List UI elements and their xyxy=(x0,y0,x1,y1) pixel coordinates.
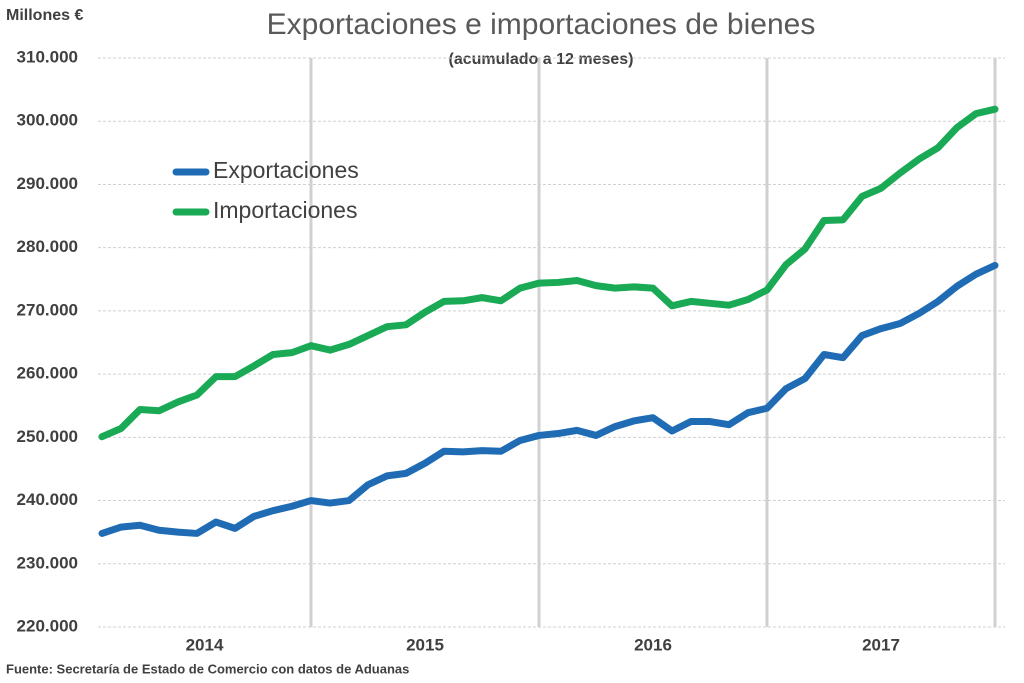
y-tick-label: 220.000 xyxy=(17,616,78,635)
chart-subtitle: (acumulado a 12 meses) xyxy=(449,51,634,68)
y-tick-label: 280.000 xyxy=(17,237,78,256)
y-tick-label: 270.000 xyxy=(17,300,78,319)
y-tick-label: 240.000 xyxy=(17,490,78,509)
legend-label: Importaciones xyxy=(213,197,357,223)
y-tick-label: 230.000 xyxy=(17,553,78,572)
y-tick-label: 300.000 xyxy=(17,111,78,130)
chart-title: Exportaciones e importaciones de bienes xyxy=(267,8,816,41)
legend-label: Exportaciones xyxy=(213,157,359,183)
y-tick-label: 290.000 xyxy=(17,174,78,193)
series-line xyxy=(98,261,999,537)
y-tick-label: 250.000 xyxy=(17,427,78,446)
y-axis-label: Millones € xyxy=(6,7,83,24)
y-tick-label: 260.000 xyxy=(17,364,78,383)
x-tick-label: 2017 xyxy=(862,635,900,654)
series-line xyxy=(98,105,999,441)
x-tick-label: 2014 xyxy=(186,635,224,654)
x-tick-label: 2016 xyxy=(634,635,672,654)
x-tick-label: 2015 xyxy=(406,635,444,654)
source-note: Fuente: Secretaría de Estado de Comercio… xyxy=(6,661,409,676)
y-tick-label: 310.000 xyxy=(17,47,78,66)
